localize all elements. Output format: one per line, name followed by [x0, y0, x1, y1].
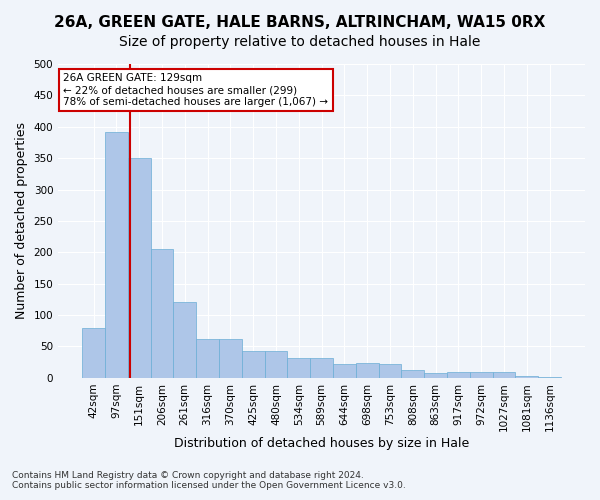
Bar [82, 328, 105, 378]
Bar [265, 351, 287, 378]
Text: 26A GREEN GATE: 129sqm
← 22% of detached houses are smaller (299)
78% of semi-de: 26A GREEN GATE: 129sqm ← 22% of detached… [64, 74, 328, 106]
Bar [447, 372, 470, 378]
Bar [515, 376, 538, 378]
Bar [401, 370, 424, 378]
Bar [242, 351, 265, 378]
Bar [310, 358, 333, 378]
Y-axis label: Number of detached properties: Number of detached properties [15, 122, 28, 320]
Text: 26A, GREEN GATE, HALE BARNS, ALTRINCHAM, WA15 0RX: 26A, GREEN GATE, HALE BARNS, ALTRINCHAM,… [55, 15, 545, 30]
Bar [333, 364, 356, 378]
Bar [470, 372, 493, 378]
Bar [493, 372, 515, 378]
X-axis label: Distribution of detached houses by size in Hale: Distribution of detached houses by size … [174, 437, 469, 450]
Bar [219, 339, 242, 378]
Bar [379, 364, 401, 378]
Bar [105, 132, 128, 378]
Bar [424, 373, 447, 378]
Text: Size of property relative to detached houses in Hale: Size of property relative to detached ho… [119, 35, 481, 49]
Bar [356, 364, 379, 378]
Bar [538, 376, 561, 378]
Bar [128, 158, 151, 378]
Bar [173, 302, 196, 378]
Bar [287, 358, 310, 378]
Bar [196, 339, 219, 378]
Bar [151, 249, 173, 378]
Text: Contains HM Land Registry data © Crown copyright and database right 2024.
Contai: Contains HM Land Registry data © Crown c… [12, 470, 406, 490]
